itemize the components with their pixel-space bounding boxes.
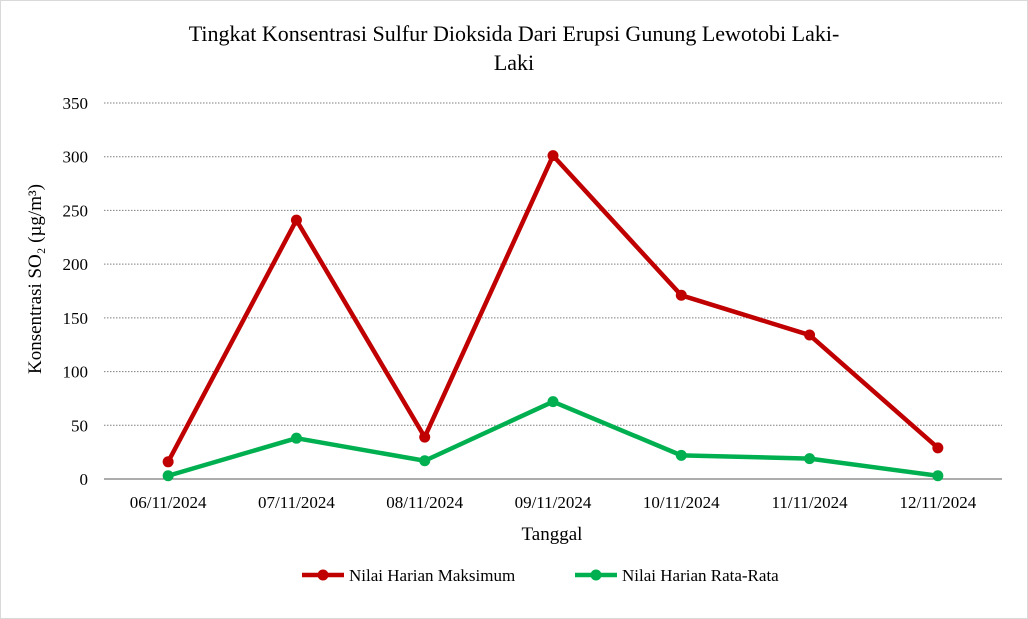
x-axis-label: Tanggal — [522, 524, 583, 545]
legend-item: Nilai Harian Maksimum — [302, 566, 515, 585]
data-point — [290, 214, 302, 226]
data-point — [675, 289, 687, 301]
series-2 — [162, 396, 944, 482]
x-tick-labels: 06/11/2024 07/11/2024 08/11/2024 09/11/2024… — [130, 493, 977, 512]
x-tick-label: 12/11/2024 — [899, 493, 976, 512]
y-tick-labels: 0 50 100 150 200 250 300 350 — [63, 94, 89, 489]
y-tick-label: 50 — [71, 416, 88, 435]
data-point — [162, 470, 174, 482]
data-point — [419, 431, 431, 443]
data-point — [419, 455, 431, 467]
legend-label: Nilai Harian Maksimum — [349, 566, 515, 585]
data-point — [675, 449, 687, 461]
legend-label: Nilai Harian Rata-Rata — [622, 566, 779, 585]
legend: Nilai Harian Maksimum Nilai Harian Rata-R… — [302, 566, 779, 585]
y-tick-label: 300 — [63, 148, 89, 167]
x-tick-label: 09/11/2024 — [515, 493, 592, 512]
legend-item: Nilai Harian Rata-Rata — [575, 566, 779, 585]
chart-title-line2: Laki — [494, 50, 534, 75]
y-tick-label: 350 — [63, 94, 89, 113]
x-tick-label: 08/11/2024 — [386, 493, 463, 512]
data-point — [932, 470, 944, 482]
series-layer — [162, 150, 944, 482]
data-point — [547, 150, 559, 162]
chart-title-line1: Tingkat Konsentrasi Sulfur Dioksida Dari… — [189, 21, 840, 46]
y-tick-label: 150 — [63, 309, 89, 328]
data-point — [290, 432, 302, 444]
series-line — [165, 399, 941, 479]
x-tick-label: 06/11/2024 — [130, 493, 207, 512]
data-point — [804, 329, 816, 341]
data-point — [547, 396, 559, 408]
y-axis-label: Konsentrasi SO₂ (µg/m³) — [25, 184, 46, 374]
y-tick-label: 250 — [63, 201, 89, 220]
x-tick-label: 07/11/2024 — [258, 493, 335, 512]
series-1 — [162, 150, 944, 468]
y-tick-label: 200 — [63, 255, 89, 274]
legend-swatch-marker — [590, 569, 602, 581]
legend-swatch-marker — [317, 569, 329, 581]
data-point — [804, 453, 816, 465]
y-tick-label: 0 — [80, 470, 89, 489]
data-point — [162, 456, 174, 468]
series-line — [165, 153, 941, 465]
x-tick-label: 11/11/2024 — [771, 493, 848, 512]
y-tick-label: 100 — [63, 363, 89, 382]
x-tick-label: 10/11/2024 — [643, 493, 720, 512]
data-point — [932, 442, 944, 454]
